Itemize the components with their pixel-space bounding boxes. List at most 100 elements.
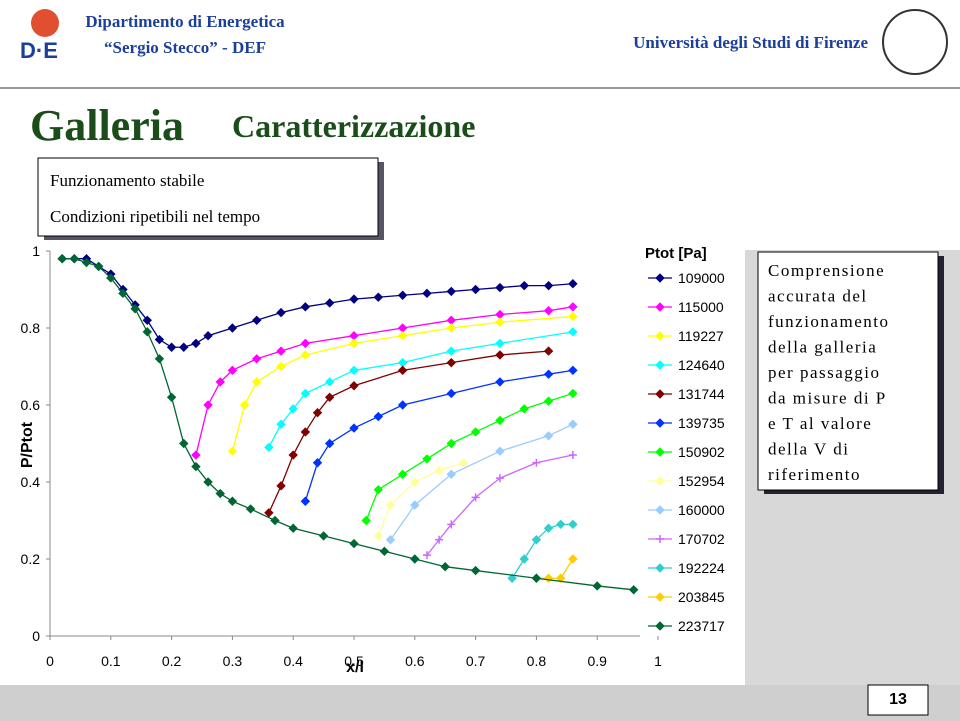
- marker: [446, 323, 456, 333]
- marker: [142, 327, 152, 337]
- marker: [543, 280, 554, 291]
- x-tick-label: 0.5: [344, 653, 364, 669]
- box: [37, 157, 379, 237]
- marker: [264, 508, 274, 518]
- seal: [882, 9, 948, 75]
- marker: [519, 280, 529, 291]
- marker: [568, 451, 577, 460]
- marker: [300, 338, 311, 349]
- y-axis-label: P/Ptot: [19, 421, 36, 468]
- marker: [324, 298, 335, 308]
- marker: [410, 477, 420, 487]
- marker: [568, 302, 578, 312]
- marker: [300, 388, 311, 399]
- marker: [543, 523, 554, 533]
- dept-sub: “Sergio Stecco” - DEF: [104, 38, 266, 57]
- marker: [556, 573, 566, 583]
- callout-line: riferimento: [768, 465, 861, 484]
- legend-label: 170702: [678, 531, 725, 547]
- marker: [592, 581, 602, 591]
- callout-line: accurata del: [768, 287, 868, 306]
- marker: [543, 369, 554, 379]
- marker: [519, 554, 529, 564]
- plot: 0 0.2 0.4 0.6 0.8 1 0 0.1 0.2 0.3 0.4 0.5 0.6 0.7 0.8 0…: [19, 243, 725, 676]
- marker: [470, 427, 481, 437]
- y-tick-label: 0.4: [21, 474, 41, 490]
- marker: [495, 317, 505, 327]
- callout: [757, 251, 939, 491]
- marker: [373, 411, 384, 422]
- marker: [446, 388, 456, 399]
- marker: [166, 342, 177, 352]
- legend-label: 203845: [678, 589, 725, 605]
- marker: [349, 294, 359, 304]
- legend-label: 152954: [678, 473, 725, 489]
- callout-line: della galleria: [768, 338, 877, 357]
- box-line: Funzionamento stabile: [50, 171, 204, 190]
- marker: [628, 585, 639, 595]
- marker: [531, 535, 542, 545]
- legend-label: 160000: [678, 502, 725, 518]
- marker: [106, 273, 116, 283]
- marker: [422, 551, 431, 560]
- marker: [252, 354, 262, 364]
- marker: [410, 554, 420, 564]
- legend-label: 150902: [678, 444, 725, 460]
- marker: [93, 261, 104, 272]
- marker: [397, 469, 408, 480]
- callout-line: della V di: [768, 440, 849, 459]
- marker: [495, 415, 505, 426]
- marker: [227, 496, 238, 506]
- legend-label: 192224: [678, 560, 725, 576]
- marker: [191, 338, 201, 349]
- x-tick-label: 0.2: [162, 653, 182, 669]
- marker: [447, 520, 456, 529]
- marker: [446, 469, 456, 480]
- legend-label: 223717: [678, 618, 725, 634]
- marker: [154, 354, 165, 364]
- marker: [410, 500, 420, 510]
- marker: [543, 431, 554, 441]
- marker: [446, 357, 456, 368]
- marker: [543, 396, 554, 406]
- marker: [300, 350, 311, 360]
- marker: [276, 481, 286, 491]
- marker: [300, 496, 311, 506]
- legend-label: 119227: [678, 328, 724, 344]
- legend-marker: [655, 505, 665, 515]
- marker: [495, 474, 504, 483]
- callout-line: Comprensione: [768, 261, 885, 280]
- marker: [379, 546, 390, 557]
- marker: [495, 446, 505, 456]
- background-strip: [0, 685, 960, 721]
- legend-label: 139735: [678, 415, 725, 431]
- marker: [57, 253, 67, 264]
- marker: [568, 311, 578, 322]
- marker: [568, 554, 578, 564]
- marker: [191, 461, 201, 472]
- y-tick-label: 0.8: [21, 320, 41, 336]
- marker: [422, 288, 432, 299]
- marker: [312, 458, 323, 468]
- marker: [568, 388, 578, 399]
- marker: [519, 404, 529, 414]
- marker: [349, 338, 359, 349]
- dept: Dipartimento di Energetica: [85, 12, 285, 31]
- y-tick-label: 0.6: [21, 397, 41, 413]
- marker: [288, 404, 298, 414]
- legend-marker: [655, 447, 665, 457]
- legend-marker: [655, 331, 665, 341]
- legend-label: 109000: [678, 270, 725, 286]
- legend-marker: [655, 476, 665, 486]
- marker: [276, 419, 286, 429]
- legend-marker: [656, 535, 664, 543]
- x-tick-label: 0.3: [223, 653, 243, 669]
- university: Università degli Studi di Firenze: [633, 33, 868, 52]
- x-tick-label: 0.8: [527, 653, 547, 669]
- marker: [470, 565, 481, 576]
- logo-mark: [31, 9, 59, 37]
- marker: [440, 561, 450, 572]
- marker: [227, 446, 238, 456]
- legend-label: 124640: [678, 357, 725, 373]
